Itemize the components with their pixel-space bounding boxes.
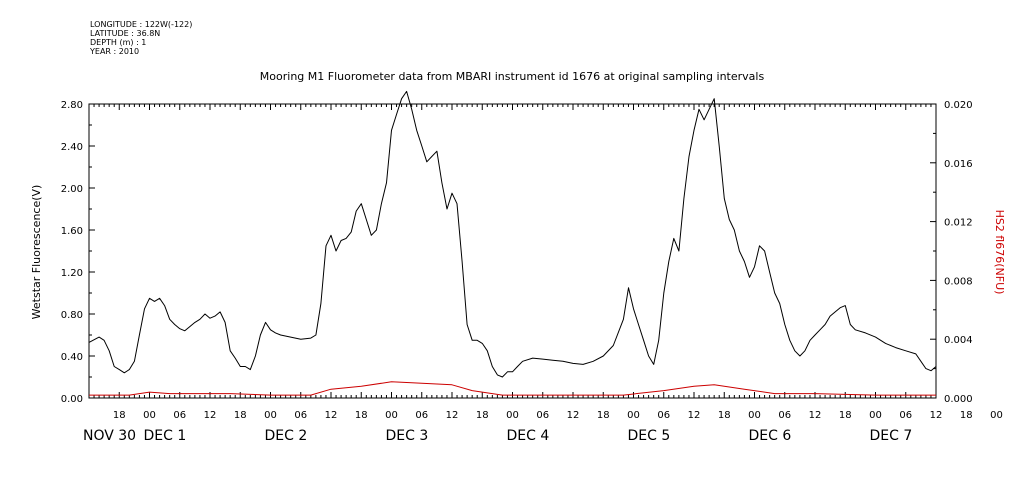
x-tick-label: 06 — [657, 410, 670, 421]
y-right-tick-label: 0.000 — [944, 394, 973, 405]
x-tick-label: 12 — [204, 410, 217, 421]
x-tick-label: 00 — [506, 410, 519, 421]
x-tick-label: 12 — [446, 410, 459, 421]
x-day-label: DEC 2 — [265, 428, 308, 444]
x-day-label: DEC 5 — [628, 428, 671, 444]
y-left-tick-label: 2.40 — [61, 142, 83, 153]
x-day-label: DEC 7 — [870, 428, 913, 444]
y-right-tick-label: 0.004 — [944, 335, 973, 346]
x-tick-label: 06 — [415, 410, 428, 421]
x-tick-label: 18 — [355, 410, 368, 421]
x-tick-label: 06 — [173, 410, 186, 421]
plot-frame — [88, 103, 937, 399]
y-left-tick-label: 0.40 — [61, 352, 83, 363]
x-tick-label: 06 — [899, 410, 912, 421]
y-left-tick-label: 0.00 — [61, 394, 83, 405]
y-axis-label-right: HS2 fl676(NFU) — [993, 210, 1006, 295]
chart-title: Mooring M1 Fluorometer data from MBARI i… — [260, 70, 765, 83]
x-tick-label: 00 — [627, 410, 640, 421]
series-layer — [88, 90, 937, 396]
x-tick-label: 12 — [567, 410, 580, 421]
x-tick-label: 06 — [778, 410, 791, 421]
x-tick-label: 12 — [809, 410, 822, 421]
x-tick-label: 00 — [264, 410, 277, 421]
x-day-label: NOV 30 — [83, 428, 136, 444]
y-right-tick-label: 0.012 — [944, 218, 973, 229]
meta-year: YEAR : 2010 — [90, 47, 140, 56]
y-axis-label-left: Wetstar Fluorescence(V) — [30, 185, 43, 320]
x-tick-label: 12 — [688, 410, 701, 421]
x-tick-label: 18 — [597, 410, 610, 421]
x-tick-label: 00 — [748, 410, 761, 421]
y-right-tick-label: 0.016 — [944, 159, 973, 170]
x-tick-label: 18 — [113, 410, 126, 421]
meta-depth: DEPTH (m) : 1 — [90, 38, 147, 47]
y-left-tick-label: 0.80 — [61, 310, 83, 321]
y-left-tick-label: 1.20 — [61, 268, 83, 279]
metadata-block: LONGITUDE : 122W(-122) LATITUDE : 36.8N … — [90, 20, 192, 56]
x-tick-label: 18 — [960, 410, 973, 421]
x-tick-label: 12 — [930, 410, 943, 421]
x-day-label: DEC 6 — [749, 428, 792, 444]
y-left-tick-label: 1.60 — [61, 226, 83, 237]
y-left-tick-label: 2.80 — [61, 100, 83, 111]
x-tick-label: 18 — [234, 410, 247, 421]
x-tick-label: 00 — [385, 410, 398, 421]
x-tick-label: 00 — [990, 410, 1003, 421]
x-tick-label: 06 — [294, 410, 307, 421]
y-right-tick-label: 0.020 — [944, 100, 973, 111]
x-day-label: DEC 3 — [386, 428, 429, 444]
x-tick-label: 18 — [718, 410, 731, 421]
meta-latitude: LATITUDE : 36.8N — [90, 29, 161, 38]
plot-axes: 18 00 06 12 18 00 06 12 18 00 06 12 18 00 06 12 18 00 06 12… — [61, 100, 1003, 444]
y-left-tick-label: 2.00 — [61, 184, 83, 195]
y-right-tick-label: 0.008 — [944, 276, 973, 287]
x-tick-label: 18 — [839, 410, 852, 421]
x-day-label: DEC 4 — [507, 428, 550, 444]
x-day-label: DEC 1 — [144, 428, 187, 444]
x-tick-label: 06 — [536, 410, 549, 421]
meta-longitude: LONGITUDE : 122W(-122) — [90, 20, 193, 29]
x-tick-label: 12 — [325, 410, 338, 421]
series-line-wetstar — [88, 90, 937, 378]
series-line-hs2 — [89, 381, 936, 396]
x-tick-label: 18 — [476, 410, 489, 421]
x-tick-label: 00 — [143, 410, 156, 421]
x-tick-label: 00 — [869, 410, 882, 421]
